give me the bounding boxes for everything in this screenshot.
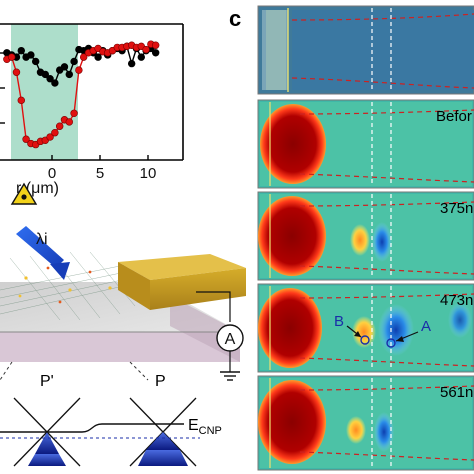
series-layer xyxy=(3,40,160,149)
guide-line xyxy=(0,361,13,381)
series-point xyxy=(7,53,16,61)
band-label-right: P xyxy=(155,373,166,390)
series-point xyxy=(51,79,59,87)
series-point xyxy=(79,53,88,61)
gold-contact-top xyxy=(118,254,246,280)
series-point xyxy=(55,122,64,130)
cnp-level-line xyxy=(0,423,184,433)
marker-a-circle xyxy=(386,338,396,348)
series-point xyxy=(151,41,160,49)
marker-b-label: B xyxy=(334,313,344,330)
map-label: 561n xyxy=(440,384,473,401)
x-tick-label: 10 xyxy=(140,165,157,182)
device-schematic: λi A xyxy=(0,182,246,381)
photocurrent-map-561: 561n xyxy=(257,375,474,471)
gold-contact-front xyxy=(150,268,246,310)
series-point xyxy=(46,133,54,141)
series-point xyxy=(65,70,73,79)
marker-a-arrowhead xyxy=(396,336,404,342)
series-point xyxy=(17,46,25,55)
marker-b-arrowhead xyxy=(354,331,361,337)
cnp-label: ECNP xyxy=(188,417,222,437)
series-point xyxy=(27,51,35,59)
dirac-cone-fill xyxy=(28,454,66,466)
series-point xyxy=(60,63,69,71)
series-point xyxy=(41,70,49,79)
dirac-cone-fill xyxy=(35,432,59,454)
optical-image xyxy=(257,5,474,95)
series-point xyxy=(142,45,150,54)
series-point xyxy=(151,49,160,57)
series-point xyxy=(70,109,78,117)
series-point xyxy=(12,68,21,76)
x-tick-label: 5 xyxy=(96,165,104,182)
laser-arrowhead xyxy=(50,262,70,280)
series-point xyxy=(17,96,25,105)
photocurrent-map-375: 375n xyxy=(257,191,474,281)
band-label-left: P' xyxy=(40,373,54,390)
marker-b-circle xyxy=(360,335,370,345)
substrate-front xyxy=(0,332,240,362)
series-point xyxy=(65,118,73,126)
circuit-wire xyxy=(196,291,231,322)
marker-a-label: A xyxy=(421,318,431,335)
series-point xyxy=(94,53,102,61)
photocurrent-maps: Befor 375n xyxy=(257,99,474,471)
line-chart: 0 5 10 r (μm) xyxy=(0,23,184,197)
series-point xyxy=(51,129,59,137)
panel-label-c: c xyxy=(229,6,241,31)
band-diagram: P' P ECNP xyxy=(0,373,222,467)
series-point xyxy=(70,57,78,66)
series-point xyxy=(31,57,40,66)
ammeter-label: A xyxy=(225,331,236,348)
series-point xyxy=(22,135,30,143)
series-point xyxy=(46,75,54,83)
laser-label: λi xyxy=(36,231,48,248)
photocurrent-map-before: Befor xyxy=(257,99,474,189)
laser-beam xyxy=(16,226,64,268)
laser-warning-icon xyxy=(10,182,38,205)
photocurrent-map-473: B A 473n xyxy=(257,283,474,373)
x-tick-label: 0 xyxy=(48,165,56,182)
guide-line xyxy=(129,361,149,381)
gold-contact-side xyxy=(118,262,150,310)
map-label: 473n xyxy=(440,292,473,309)
series-point xyxy=(137,53,145,61)
dirac-cone-fill xyxy=(146,432,180,450)
map-label: Befor xyxy=(436,108,472,125)
laser-warning-icon-dot xyxy=(21,194,27,200)
series-point xyxy=(75,66,83,74)
map-label: 375n xyxy=(440,200,473,217)
series-point xyxy=(127,59,136,68)
dirac-cone-fill xyxy=(138,450,188,466)
